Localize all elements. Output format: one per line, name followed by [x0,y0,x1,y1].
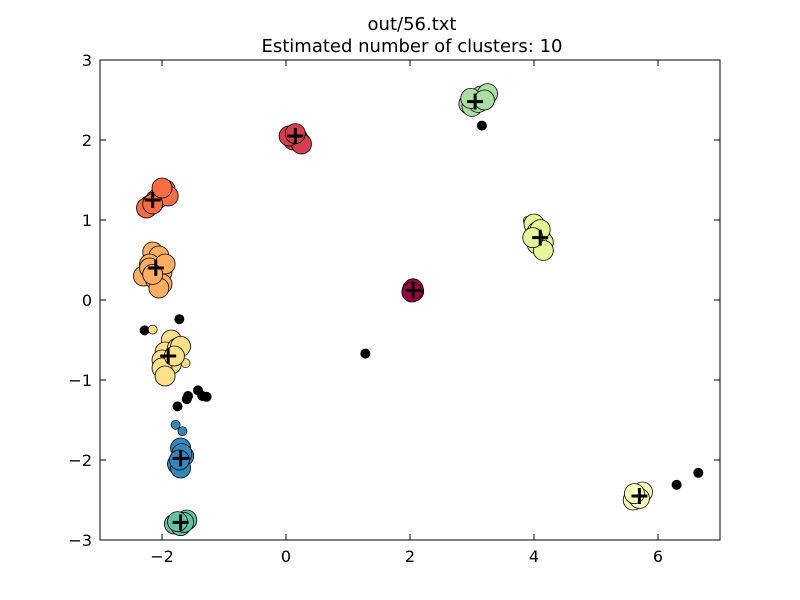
cluster-core-point [624,483,645,505]
noise-point [139,325,150,336]
noise-point [183,391,194,401]
cluster-center-marker [405,282,422,299]
x-tick-label: −2 [150,547,174,566]
cluster-center-marker [172,450,189,467]
cluster-center-marker [467,93,484,110]
cluster-center-marker [172,514,189,531]
cluster-border-point [177,426,188,437]
y-tick-label: 3 [82,51,92,70]
cluster-core-point [151,177,173,199]
cluster-center-marker [160,348,177,364]
cluster-center-marker [631,488,648,504]
noise-point [671,479,682,490]
cluster-core-point [154,365,176,387]
y-tick-label: −2 [68,451,92,470]
cluster-center-marker [287,128,304,144]
noise-point [174,314,185,325]
y-tick-label: 1 [82,211,92,230]
cluster-core-point [473,89,495,111]
cluster-border-point [170,419,181,430]
noise-point [360,348,371,359]
y-tick-label: 2 [82,131,92,150]
cluster-center-marker [147,260,164,276]
noise-point [693,467,704,478]
chart-subtitle: Estimated number of clusters: 10 [262,36,563,57]
cluster-center-marker [144,192,161,208]
noise-point [172,401,183,412]
chart-title: out/56.txt [368,14,457,35]
plot-marks [132,83,704,536]
noise-point [201,391,212,402]
x-tick-label: 0 [281,547,291,566]
y-tick-label: −3 [68,531,92,550]
axis-ticks: −2 0 2 4 6 −3 −2 −1 0 1 2 3 [68,51,720,566]
y-tick-label: −1 [68,371,92,390]
x-tick-label: 4 [529,547,539,566]
y-tick-label: 0 [82,291,92,310]
cluster-center-marker [532,229,549,246]
x-tick-label: 2 [405,547,415,566]
x-tick-label: 6 [653,547,663,566]
noise-point [476,120,487,131]
cluster-border-point [147,324,158,335]
